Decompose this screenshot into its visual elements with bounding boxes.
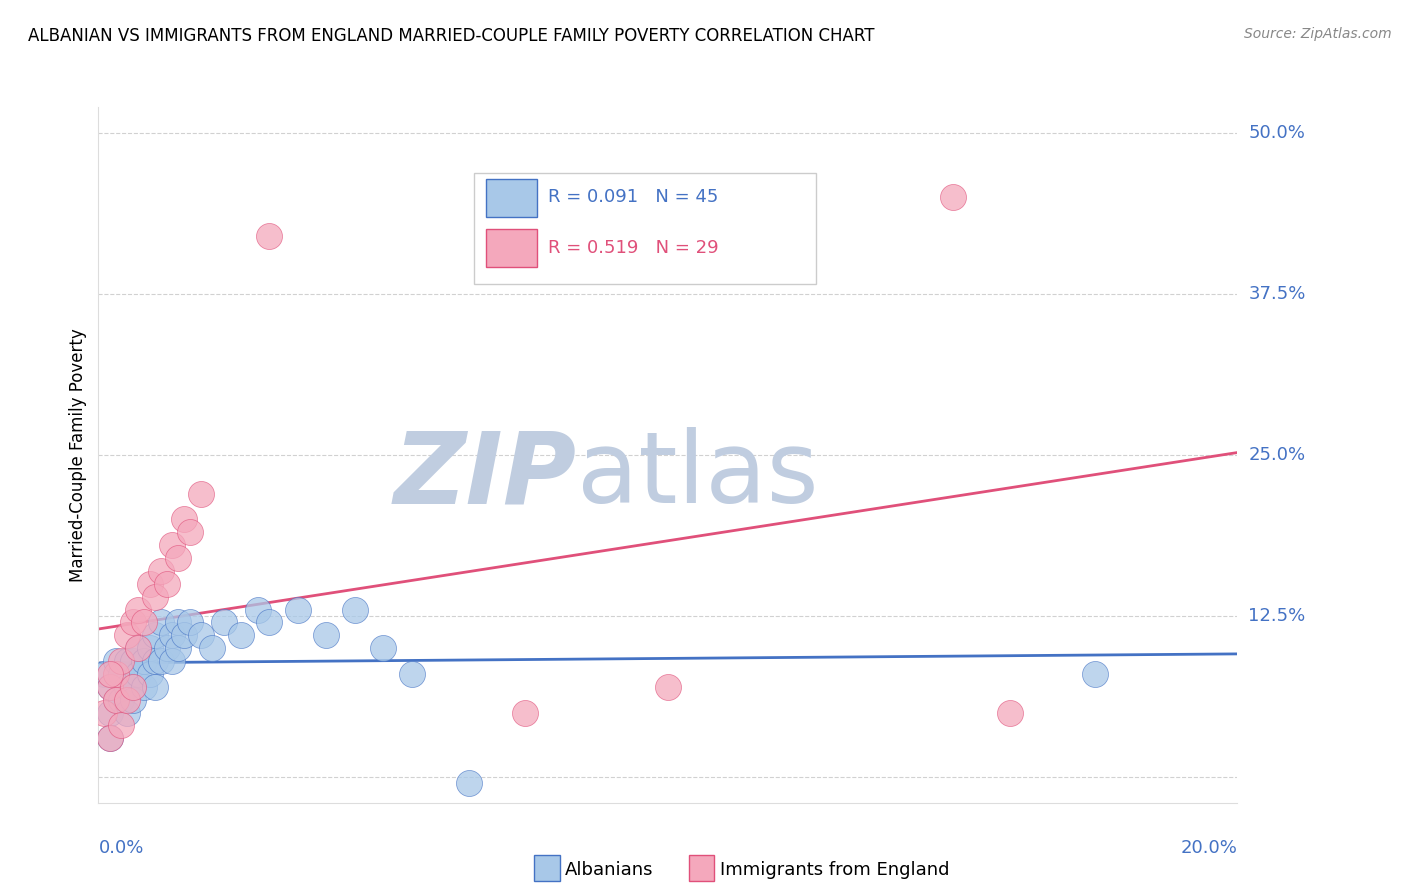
Point — [121, 692, 143, 706]
Point — [115, 654, 138, 668]
Point — [515, 706, 537, 720]
Point — [121, 680, 143, 694]
Point — [115, 680, 138, 694]
Point — [179, 525, 201, 540]
Text: ALBANIAN VS IMMIGRANTS FROM ENGLAND MARRIED-COUPLE FAMILY POVERTY CORRELATION CH: ALBANIAN VS IMMIGRANTS FROM ENGLAND MARR… — [28, 27, 875, 45]
Point — [373, 641, 395, 656]
Point — [132, 654, 155, 668]
Point — [287, 602, 309, 616]
Point — [138, 641, 160, 656]
Point — [93, 706, 115, 720]
Point — [98, 731, 121, 746]
Point — [145, 654, 167, 668]
Point — [121, 654, 143, 668]
Y-axis label: Married-Couple Family Poverty: Married-Couple Family Poverty — [69, 328, 87, 582]
Point — [156, 641, 179, 656]
Text: 37.5%: 37.5% — [1249, 285, 1306, 303]
Point — [246, 602, 269, 616]
Point — [162, 654, 184, 668]
Point — [121, 615, 143, 630]
Point — [145, 680, 167, 694]
Point — [190, 486, 212, 500]
Point — [145, 590, 167, 604]
Point — [110, 667, 132, 681]
Text: 20.0%: 20.0% — [1181, 838, 1237, 857]
Point — [401, 667, 423, 681]
Point — [132, 680, 155, 694]
Point — [173, 512, 195, 526]
Point — [104, 667, 127, 681]
Point — [201, 641, 224, 656]
Point — [229, 628, 252, 642]
Text: ZIP: ZIP — [394, 427, 576, 524]
Text: Albanians: Albanians — [565, 861, 654, 879]
Point — [145, 628, 167, 642]
Point — [127, 641, 149, 656]
FancyBboxPatch shape — [485, 228, 537, 267]
Point — [115, 692, 138, 706]
Point — [167, 641, 190, 656]
Point — [127, 641, 149, 656]
Point — [942, 190, 965, 204]
Text: 25.0%: 25.0% — [1249, 446, 1306, 464]
Point — [104, 692, 127, 706]
Point — [115, 706, 138, 720]
Point — [98, 667, 121, 681]
Point — [167, 551, 190, 566]
Point — [132, 615, 155, 630]
Text: 50.0%: 50.0% — [1249, 124, 1305, 142]
Point — [998, 706, 1021, 720]
Point — [190, 628, 212, 642]
Point — [104, 692, 127, 706]
Text: Immigrants from England: Immigrants from England — [720, 861, 949, 879]
Point — [156, 576, 179, 591]
Point — [179, 615, 201, 630]
Point — [167, 615, 190, 630]
Point — [127, 667, 149, 681]
Point — [150, 654, 173, 668]
Point — [150, 564, 173, 578]
Point — [315, 628, 337, 642]
Point — [110, 692, 132, 706]
Point — [104, 654, 127, 668]
Point — [173, 628, 195, 642]
Point — [457, 776, 479, 790]
Point — [212, 615, 235, 630]
Point — [343, 602, 366, 616]
Point — [657, 680, 679, 694]
Point — [259, 228, 281, 243]
Point — [98, 706, 121, 720]
Point — [1084, 667, 1107, 681]
Point — [93, 667, 115, 681]
Point — [121, 680, 143, 694]
Point — [127, 602, 149, 616]
Point — [98, 680, 121, 694]
Point — [110, 718, 132, 732]
Text: 12.5%: 12.5% — [1249, 607, 1306, 625]
Point — [138, 667, 160, 681]
Text: 0.0%: 0.0% — [98, 838, 143, 857]
Point — [115, 628, 138, 642]
Point — [150, 615, 173, 630]
Point — [98, 680, 121, 694]
FancyBboxPatch shape — [485, 178, 537, 217]
Text: atlas: atlas — [576, 427, 818, 524]
Text: Source: ZipAtlas.com: Source: ZipAtlas.com — [1244, 27, 1392, 41]
FancyBboxPatch shape — [474, 173, 815, 285]
Point — [162, 628, 184, 642]
Point — [138, 576, 160, 591]
Point — [259, 615, 281, 630]
Point — [98, 731, 121, 746]
Point — [110, 654, 132, 668]
Text: R = 0.519   N = 29: R = 0.519 N = 29 — [548, 239, 718, 257]
Point — [162, 538, 184, 552]
Text: R = 0.091   N = 45: R = 0.091 N = 45 — [548, 188, 718, 206]
